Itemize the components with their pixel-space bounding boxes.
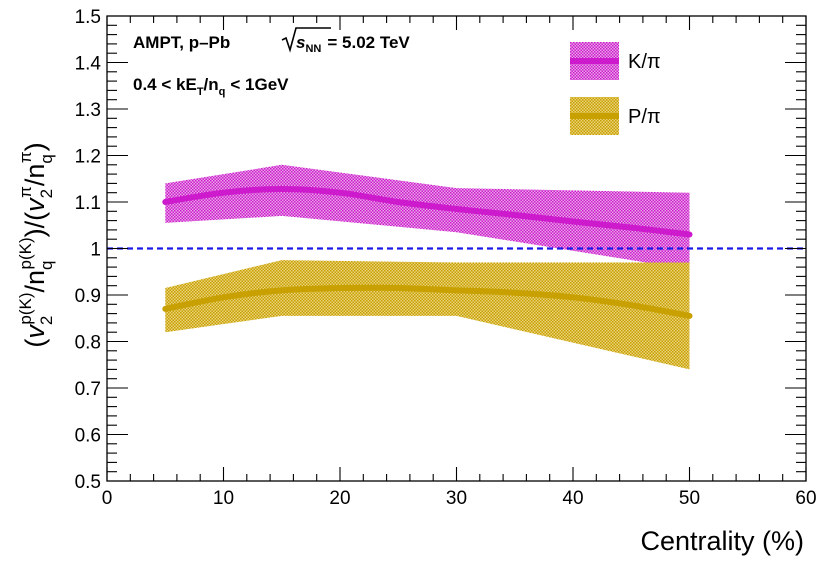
svg-text:0.4 < kET/nq< 1GeV: 0.4 < kET/nq < 1GeV: [133, 75, 289, 98]
x-tick-label: 60: [795, 488, 816, 509]
k-pi-series-line: [162, 185, 693, 238]
y-title-n: n: [20, 270, 50, 285]
annotation-sqrt-s: s: [296, 33, 305, 52]
y-title-v: v: [20, 324, 50, 339]
legend-label-k-pi: K/π: [628, 51, 661, 73]
legend-label-p-pi: P/π: [628, 106, 661, 128]
x-tick-label: 20: [329, 488, 350, 509]
x-tick-label: 50: [679, 488, 700, 509]
p-pi-uncertainty-band: [165, 260, 690, 370]
annotation-energy: = 5.02 TeV: [327, 33, 410, 52]
annotation-sqrt-s-sub: NN: [305, 43, 321, 55]
svg-text:(v2p(K)/nqp(K))/(v2π/nqπ): (v2p(K)/nqp(K))/(v2π/nqπ): [16, 142, 56, 347]
plot-area: [107, 164, 806, 370]
y-title-sup-pi-2: π: [16, 151, 35, 163]
y-tick-label: 1.5: [75, 7, 101, 28]
legend-entry-p-pi: P/π: [570, 97, 661, 135]
y-tick-label: 1.1: [75, 193, 101, 214]
x-tick-label: 30: [446, 488, 467, 509]
y-title-n-2: n: [20, 164, 50, 179]
sqrt-symbol: [281, 27, 331, 53]
legend-entry-k-pi: K/π: [570, 42, 661, 80]
x-tick-label: 0: [102, 488, 113, 509]
y-title-close: ): [20, 142, 50, 151]
y-title-sub-q-2: q: [37, 154, 56, 163]
x-axis-title: Centrality (%): [640, 526, 804, 556]
y-tick-label: 0.9: [75, 286, 101, 307]
axis-ticks: 0 10 20 30 40 50 60 0.5 0.6 0.7 0.8 0.9 1 1.1 1.2 1.3 1.…: [75, 7, 817, 509]
y-title-sup-pk: p(K): [16, 292, 35, 324]
y-axis-title: (v2p(K)/nqp(K))/(v2π/nqπ): [16, 142, 56, 347]
y-tick-label: 1.4: [75, 54, 102, 75]
x-tick-label: 40: [562, 488, 583, 509]
annotation-ampt-ppb: AMPT, p–Pb: [133, 33, 230, 52]
y-title-sub-2: 2: [37, 316, 56, 325]
y-title-sub-2-b: 2: [37, 189, 56, 198]
y-title-sup-pi: π: [16, 186, 35, 198]
y-title-v-2: v: [20, 197, 50, 212]
annotation-ke-sub-t: T: [197, 86, 204, 98]
y-title-slash-2: /: [20, 178, 50, 186]
annotation-ke-prefix: 0.4 < kE: [133, 75, 197, 94]
annotation-collision-system: AMPT, p–Pb sNN = 5.02 TeV: [133, 27, 410, 55]
y-tick-label: 1: [90, 240, 101, 261]
x-tick-label: 10: [213, 488, 234, 509]
y-title-close-mid: )/(: [20, 212, 50, 237]
y-tick-label: 0.7: [75, 379, 101, 400]
y-tick-label: 1.2: [75, 147, 101, 168]
y-title-open-paren: (: [20, 339, 50, 348]
y-title-sub-q: q: [37, 260, 56, 269]
legend: K/π P/π: [570, 42, 661, 135]
y-tick-label: 0.5: [75, 472, 101, 493]
y-tick-label: 1.3: [75, 100, 101, 121]
y-tick-label: 0.8: [75, 333, 101, 354]
k-pi-uncertainty-band: [165, 164, 690, 270]
y-title-sup-pk-2: p(K): [16, 237, 35, 269]
svg-text:AMPT, p–Pb: AMPT, p–Pb: [133, 33, 230, 52]
annotation-ke-sub-q: q: [219, 86, 226, 98]
annotation-ke-suffix: < 1GeV: [230, 75, 289, 94]
y-title-slash: /: [20, 284, 50, 292]
svg-text:sNN= 5.02 TeV: sNN = 5.02 TeV: [296, 33, 410, 55]
annotation-kinematic-range: 0.4 < kET/nq < 1GeV: [133, 75, 289, 98]
annotation-ke-slash-n: /n: [204, 75, 219, 94]
y-tick-label: 0.6: [75, 426, 101, 447]
p-pi-series-line: [162, 284, 693, 319]
